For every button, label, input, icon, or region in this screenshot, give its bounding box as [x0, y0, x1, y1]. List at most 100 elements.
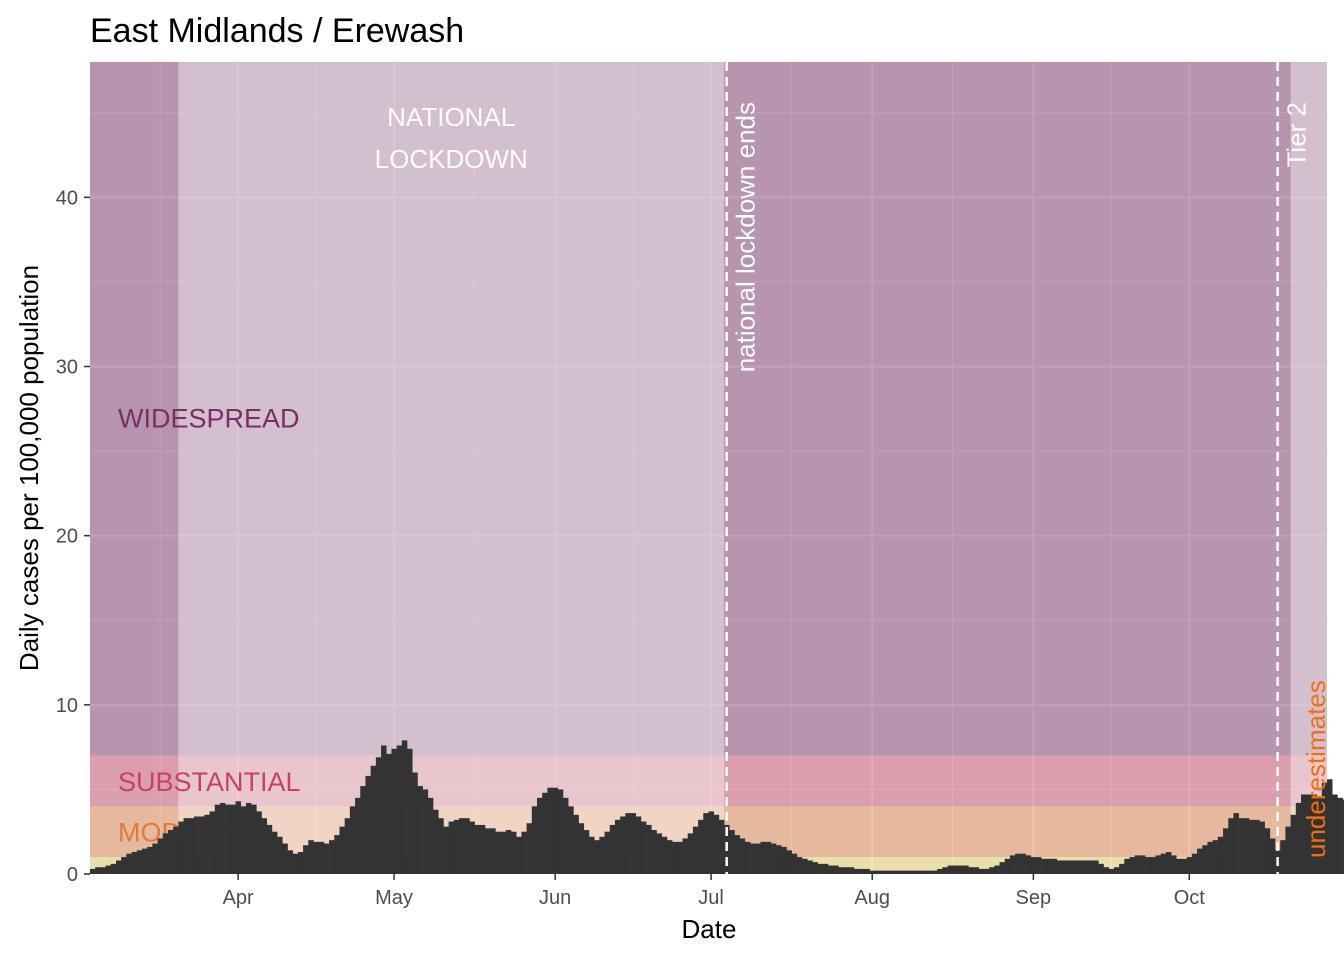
- bar: [583, 830, 590, 874]
- bar: [225, 804, 231, 874]
- alert-band: [90, 62, 1327, 756]
- bar: [443, 826, 449, 874]
- bar: [131, 852, 138, 874]
- bar: [126, 853, 132, 874]
- y-tick-label: 20: [56, 526, 78, 548]
- bar: [557, 789, 564, 874]
- bar: [1072, 860, 1078, 874]
- bar: [510, 831, 517, 874]
- bar: [640, 821, 647, 874]
- bar: [308, 840, 314, 874]
- bar: [646, 824, 652, 874]
- bar: [1321, 782, 1328, 874]
- bar: [1093, 860, 1099, 874]
- bar: [698, 819, 704, 874]
- bar: [937, 868, 943, 874]
- bar: [838, 867, 844, 874]
- bar: [859, 868, 865, 874]
- alert-band: [90, 755, 1327, 807]
- bar: [1139, 855, 1146, 874]
- bar: [173, 826, 179, 874]
- bar: [942, 867, 948, 874]
- bar: [162, 833, 169, 874]
- x-tick-label: Jul: [698, 887, 724, 909]
- bar: [344, 818, 351, 874]
- bar: [994, 865, 1000, 874]
- bar: [1238, 818, 1245, 874]
- bar: [765, 841, 772, 874]
- bar: [1165, 852, 1172, 874]
- bar: [952, 865, 959, 874]
- bar: [334, 835, 340, 874]
- bar: [490, 828, 496, 874]
- bar: [297, 852, 304, 874]
- bar: [983, 868, 990, 874]
- bar: [261, 818, 268, 874]
- bar: [147, 846, 153, 874]
- bar: [495, 831, 501, 874]
- bar: [1155, 855, 1161, 874]
- bar: [1280, 840, 1286, 874]
- bar: [464, 818, 470, 874]
- x-axis-title: Date: [682, 914, 737, 944]
- bar: [1056, 860, 1063, 874]
- bar: [1129, 857, 1135, 874]
- bar: [869, 870, 876, 874]
- bar: [1202, 845, 1208, 874]
- bar: [1243, 818, 1250, 874]
- bar: [906, 870, 912, 874]
- bar: [469, 821, 475, 874]
- bar: [245, 802, 252, 874]
- bar: [895, 870, 902, 874]
- y-axis-title: Daily cases per 100,000 population: [14, 265, 44, 671]
- x-tick-label: Aug: [854, 887, 890, 909]
- bar: [1176, 858, 1182, 874]
- bar: [1082, 860, 1089, 874]
- chart-title: East Midlands / Erewash: [90, 12, 464, 50]
- bar: [1160, 853, 1167, 874]
- bar: [729, 830, 735, 874]
- bar: [105, 865, 112, 874]
- bar: [552, 787, 559, 874]
- bar: [911, 870, 917, 874]
- bar: [578, 823, 585, 874]
- bar: [121, 857, 127, 874]
- bar: [1119, 863, 1125, 874]
- bar: [1306, 794, 1312, 874]
- bar: [890, 870, 896, 874]
- bar: [957, 865, 964, 874]
- bar: [926, 870, 933, 874]
- y-tick-label: 10: [56, 695, 78, 717]
- bar: [1020, 853, 1026, 874]
- bar: [360, 786, 366, 874]
- bar: [843, 867, 850, 874]
- bar: [542, 792, 548, 874]
- bar: [214, 804, 221, 874]
- bar: [755, 843, 761, 874]
- bar: [141, 848, 148, 874]
- bar: [744, 841, 751, 874]
- bar: [1342, 799, 1344, 874]
- bar: [282, 843, 288, 874]
- bar: [396, 745, 403, 874]
- bar: [1311, 794, 1317, 874]
- bar: [568, 806, 574, 874]
- bar: [1108, 868, 1115, 874]
- bar: [339, 826, 345, 874]
- bar: [573, 814, 579, 874]
- bar: [661, 836, 668, 874]
- bar: [1051, 858, 1058, 874]
- bar: [256, 811, 262, 874]
- bar: [1301, 794, 1307, 874]
- bar: [1223, 828, 1229, 874]
- bar: [594, 840, 600, 874]
- bar: [391, 748, 397, 874]
- bar: [271, 831, 278, 874]
- bar: [874, 870, 881, 874]
- bar: [822, 863, 829, 874]
- bar: [251, 804, 257, 874]
- bar: [1191, 853, 1198, 874]
- bar: [1030, 857, 1037, 874]
- bar: [802, 858, 808, 874]
- bar: [230, 804, 236, 874]
